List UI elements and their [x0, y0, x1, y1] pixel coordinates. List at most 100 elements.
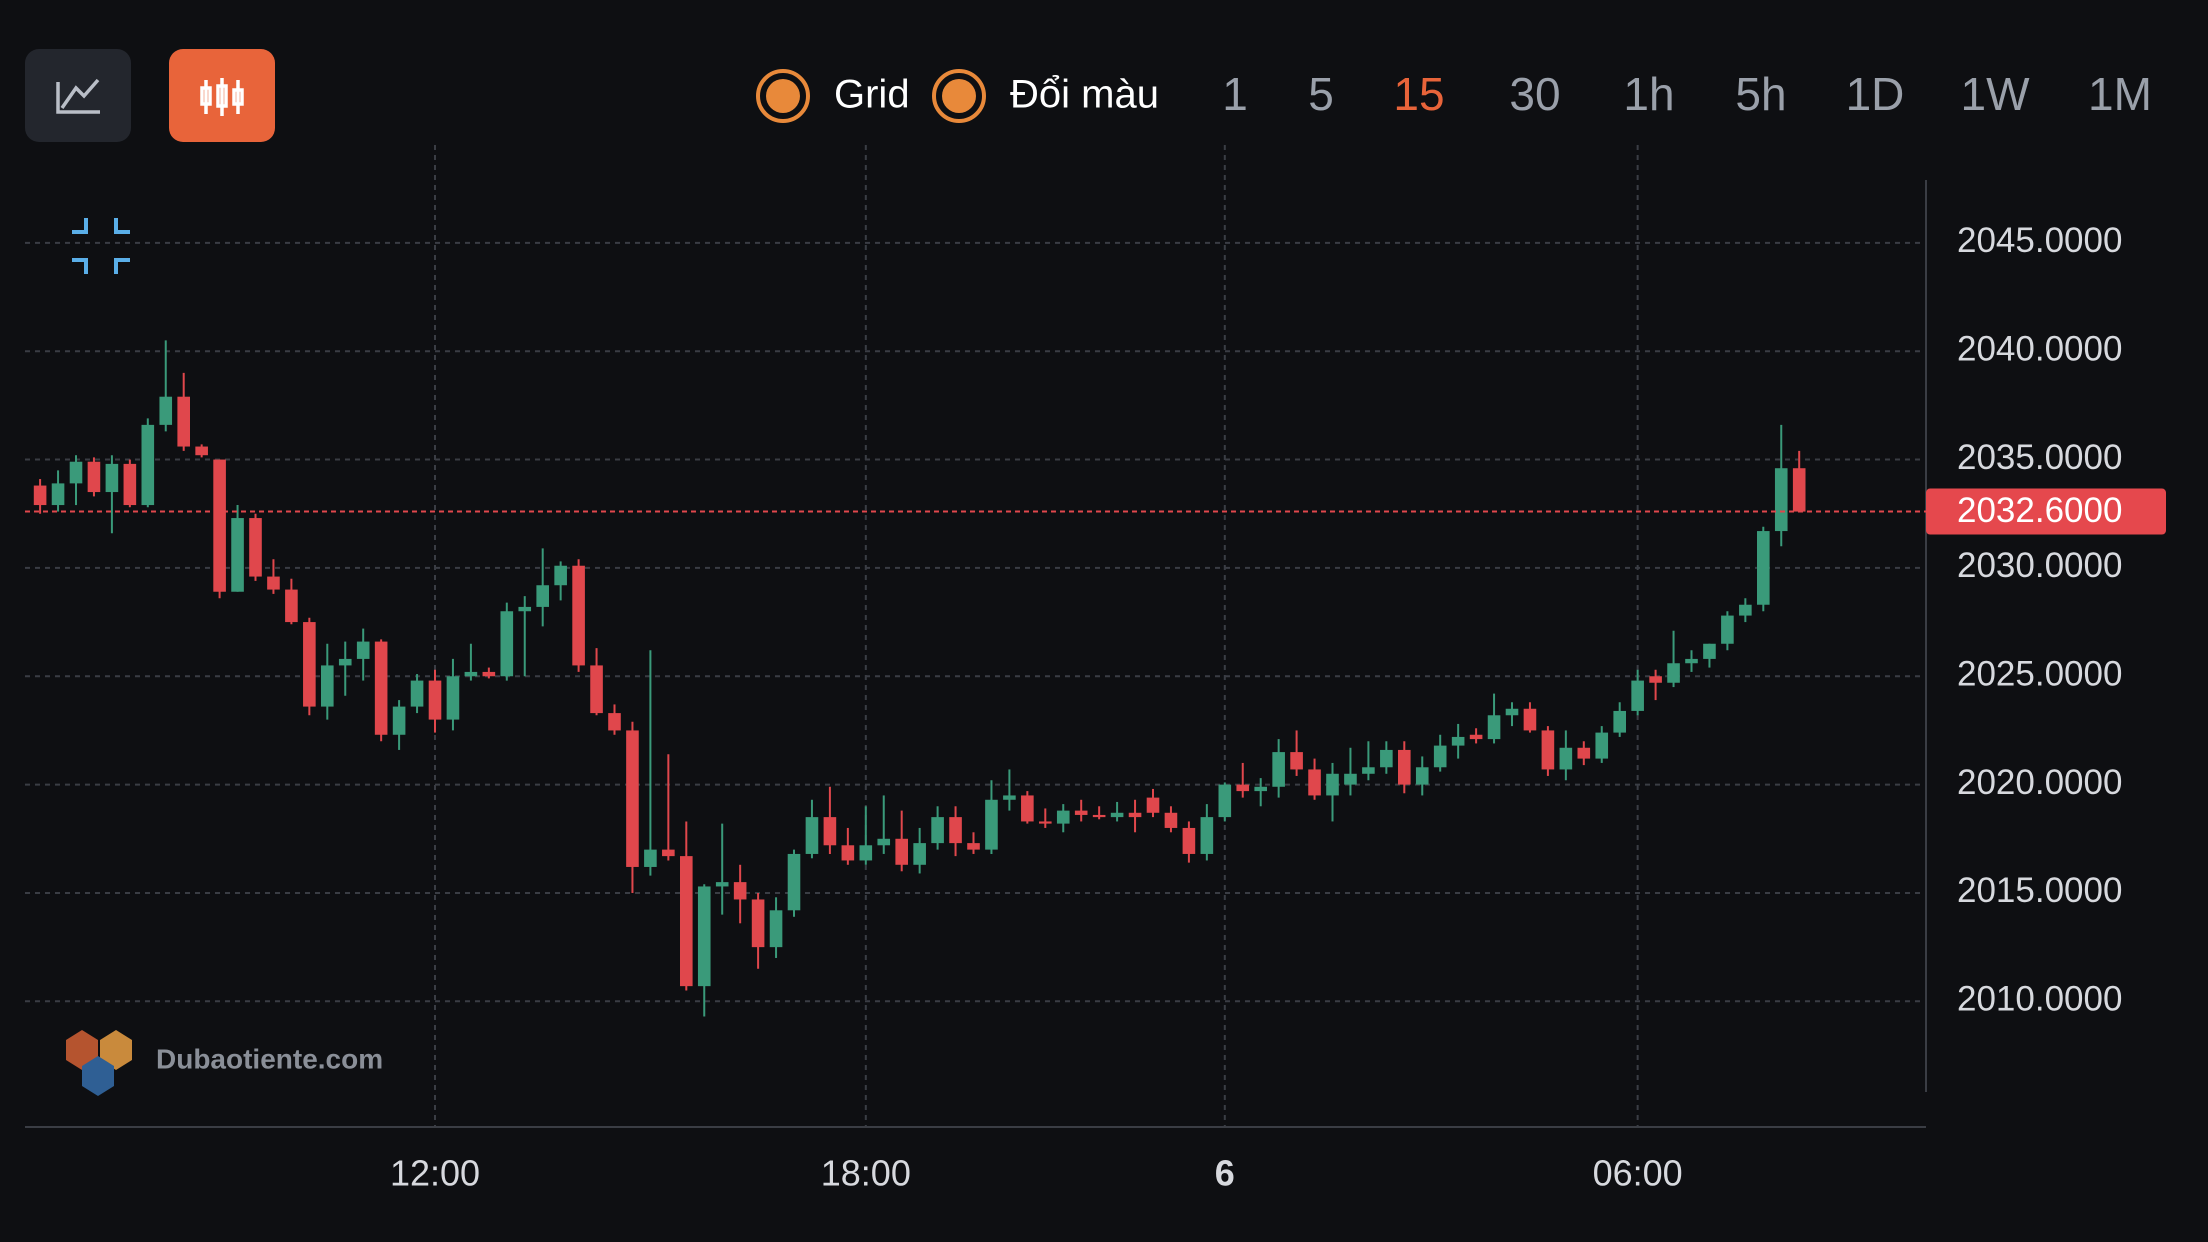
candle-body — [51, 483, 65, 506]
candle-body — [1218, 784, 1232, 818]
candle-body — [141, 424, 155, 506]
candle-body — [1003, 795, 1016, 800]
candle-body — [1792, 468, 1806, 512]
candle-body — [1236, 784, 1250, 792]
line-icon — [56, 78, 100, 114]
candle-body — [877, 838, 891, 846]
candle-body — [841, 845, 855, 861]
candle-body — [1415, 767, 1429, 785]
toggle-ring — [756, 69, 810, 123]
candle-body — [662, 849, 675, 857]
toggle-ring — [932, 69, 986, 123]
candle-body — [1721, 615, 1734, 644]
candle-body — [1128, 812, 1142, 818]
x-tick-label: 18:00 — [821, 1153, 911, 1194]
candle-body — [1649, 676, 1662, 683]
toggle[interactable]: Đổi màu — [932, 69, 1159, 123]
collapse-icon[interactable] — [72, 218, 130, 274]
candle-body — [482, 671, 496, 677]
interval-button[interactable]: 5h — [1735, 68, 1786, 120]
candle-body — [1667, 663, 1680, 683]
candle-body — [1451, 736, 1465, 746]
candles — [33, 340, 1806, 1017]
interval-button[interactable]: 1h — [1623, 68, 1674, 120]
candle-body — [1380, 749, 1393, 768]
candle-body — [69, 461, 83, 484]
interval-button[interactable]: 1 — [1222, 68, 1248, 120]
candle-body — [895, 838, 908, 865]
candle-chart-button[interactable] — [169, 49, 275, 142]
candle-body — [931, 817, 944, 844]
candle-body — [1021, 795, 1034, 822]
candle-body — [697, 886, 711, 987]
line-chart-button[interactable] — [25, 49, 131, 142]
candle-body — [374, 641, 388, 735]
candle-body — [1398, 749, 1411, 785]
candle-body — [213, 459, 226, 592]
candle-body — [1433, 745, 1447, 768]
interval-button[interactable]: 1D — [1846, 68, 1905, 120]
x-tick-label: 6 — [1215, 1153, 1235, 1194]
watermark-logo — [66, 1030, 132, 1096]
candle-body — [303, 622, 316, 707]
y-tick-label: 2015.0000 — [1957, 871, 2122, 910]
candle-body — [410, 680, 424, 707]
y-tick-label: 2020.0000 — [1957, 763, 2122, 802]
candle-body — [554, 565, 567, 586]
candle-body — [1110, 812, 1124, 818]
candle-body — [1739, 604, 1752, 616]
candle-body — [967, 843, 980, 850]
candle-body — [1505, 708, 1519, 716]
candle-body — [787, 853, 801, 911]
candle-body — [1074, 810, 1088, 815]
candle-body — [751, 899, 765, 948]
last-price-label: 2032.6000 — [1957, 491, 2122, 530]
candle-body — [644, 849, 657, 867]
candle-body — [769, 910, 783, 948]
candle-body — [536, 585, 549, 607]
candle-body — [464, 671, 478, 677]
interval-button[interactable]: 1W — [1961, 68, 2031, 120]
candle-body — [1631, 680, 1644, 711]
interval-button[interactable]: 15 — [1393, 68, 1444, 120]
interval-button[interactable]: 30 — [1509, 68, 1560, 120]
candle-body — [1056, 810, 1070, 824]
candle-body — [1685, 658, 1698, 664]
candle-body — [1559, 747, 1573, 770]
candle-body — [1164, 812, 1178, 828]
y-tick-label: 2030.0000 — [1957, 546, 2122, 585]
candle-body — [105, 463, 119, 493]
candle-body — [1595, 732, 1609, 759]
candle-body — [392, 706, 406, 735]
interval-button[interactable]: 1M — [2088, 68, 2152, 120]
toggle[interactable]: Grid — [756, 69, 910, 123]
y-tick-label: 2010.0000 — [1957, 980, 2122, 1019]
candle-body — [805, 817, 819, 854]
candle-body — [1290, 752, 1303, 770]
toggle-label: Grid — [834, 73, 910, 117]
candle-body — [1774, 468, 1788, 532]
y-tick-label: 2025.0000 — [1957, 655, 2122, 694]
candle-body — [321, 665, 334, 707]
candle-body — [1254, 786, 1267, 792]
candle-body — [1487, 715, 1501, 740]
candle-body — [1577, 747, 1591, 759]
toggle-dot — [942, 79, 976, 113]
candle-body — [949, 817, 962, 844]
candle-body — [1308, 769, 1321, 796]
candle-body — [680, 856, 693, 987]
candle-body — [1469, 734, 1483, 740]
interval-button[interactable]: 5 — [1308, 68, 1334, 120]
candle-body — [1344, 773, 1357, 785]
candle-body — [159, 396, 173, 425]
candle-body — [249, 518, 262, 577]
y-tick-label: 2035.0000 — [1957, 438, 2122, 477]
candle-body — [913, 843, 926, 865]
candle-body — [177, 396, 190, 447]
candle-body — [985, 799, 998, 850]
candle-body — [195, 446, 208, 456]
candle-body — [1523, 708, 1537, 731]
candle-body — [267, 576, 280, 590]
